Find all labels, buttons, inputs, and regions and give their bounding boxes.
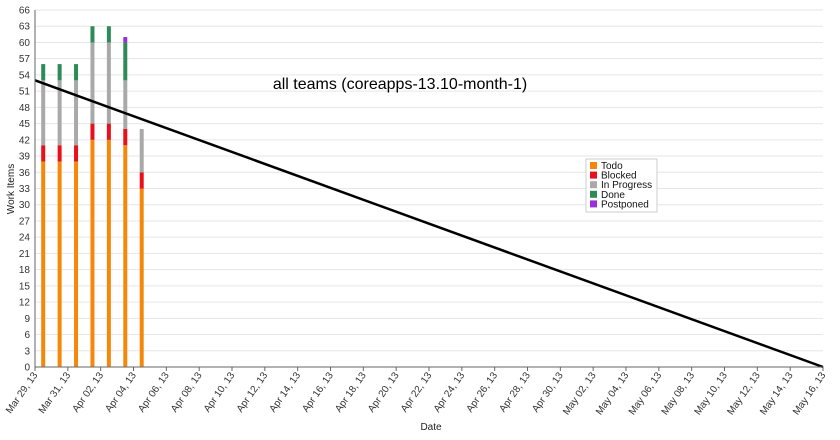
bar-segment-done xyxy=(90,26,95,43)
y-tick-label: 51 xyxy=(19,87,31,98)
x-tick-label: Apr 26, 13 xyxy=(465,370,501,414)
legend-label: Postponed xyxy=(601,199,649,210)
y-tick-label: 33 xyxy=(19,184,31,195)
bar-segment-in-progress xyxy=(74,80,79,146)
y-tick-label: 24 xyxy=(19,233,31,244)
y-tick-label: 54 xyxy=(19,70,31,81)
bar-segment-in-progress xyxy=(123,80,128,129)
y-tick-label: 45 xyxy=(19,119,31,130)
bar-segment-in-progress xyxy=(57,80,62,146)
bar-segment-todo xyxy=(123,145,128,367)
y-tick-label: 30 xyxy=(19,200,31,211)
y-tick-label: 36 xyxy=(19,168,31,179)
x-tick-label: May 16, 13 xyxy=(791,370,829,417)
y-tick-label: 57 xyxy=(19,54,31,65)
legend-swatch xyxy=(590,162,597,169)
x-tick-label: May 08, 13 xyxy=(660,370,698,417)
bar-segment-blocked xyxy=(106,123,111,140)
legend-swatch xyxy=(590,200,597,208)
chart-title: all teams (coreapps-13.10-month-1) xyxy=(273,76,527,93)
trend-line-group xyxy=(34,79,824,369)
x-tick-label: May 12, 13 xyxy=(725,370,763,417)
bar-segment-blocked xyxy=(90,123,95,140)
x-tick-label: Apr 04, 13 xyxy=(103,370,139,414)
y-tick-label: 48 xyxy=(19,103,31,114)
legend-label: Done xyxy=(601,190,625,201)
bar-segment-postponed xyxy=(123,37,128,43)
x-tick-label: Apr 14, 13 xyxy=(268,370,304,414)
bar-segment-blocked xyxy=(57,145,62,162)
x-tick-label: Mar 31, 13 xyxy=(37,370,74,416)
y-tick-label: 27 xyxy=(19,216,31,227)
x-tick-label: Apr 22, 13 xyxy=(399,370,435,414)
bar-segment-todo xyxy=(139,188,144,367)
bar-segment-in-progress xyxy=(106,42,111,124)
x-axis-title: Date xyxy=(420,422,442,433)
bar-segment-done xyxy=(123,42,128,81)
bar-segment-done xyxy=(41,64,46,81)
legend-swatch xyxy=(590,190,597,198)
bar-segment-done xyxy=(57,64,62,81)
x-tick-label: Apr 06, 13 xyxy=(136,370,172,414)
x-tick-label: Apr 02, 13 xyxy=(71,370,107,414)
y-tick-label: 39 xyxy=(19,152,31,163)
legend-box xyxy=(585,158,658,213)
bar-segment-todo xyxy=(41,161,46,367)
bar-segment-todo xyxy=(106,139,111,367)
y-tick-label: 63 xyxy=(19,22,31,33)
legend-label: Blocked xyxy=(601,171,637,182)
x-tick-label: May 10, 13 xyxy=(693,370,731,417)
legend-label: Todo xyxy=(601,161,623,172)
bar-segment-done xyxy=(74,64,79,81)
x-tick-label: May 02, 13 xyxy=(561,370,599,417)
y-tick-label: 42 xyxy=(19,135,31,146)
bar-segment-blocked xyxy=(123,129,128,146)
x-tick-label: Apr 10, 13 xyxy=(202,370,238,414)
y-tick-label: 12 xyxy=(19,298,31,309)
x-tick-label: Apr 30, 13 xyxy=(530,370,566,414)
y-tick-label: 9 xyxy=(24,314,30,325)
y-tick-label: 3 xyxy=(24,346,30,357)
x-tick-label: Apr 16, 13 xyxy=(300,370,336,414)
x-tick-label: Apr 24, 13 xyxy=(432,370,468,414)
x-tick-label: Apr 18, 13 xyxy=(333,370,369,414)
x-tick-label: May 06, 13 xyxy=(627,370,665,417)
bar-segment-todo xyxy=(74,161,79,367)
bar-segment-in-progress xyxy=(41,80,46,146)
trend-line xyxy=(34,79,824,369)
x-tick-label: Apr 12, 13 xyxy=(235,370,271,414)
y-tick-label: 0 xyxy=(24,363,30,374)
y-axis-title: Work Items xyxy=(6,164,17,214)
bar-segment-in-progress xyxy=(90,42,95,124)
x-tick-label: Apr 08, 13 xyxy=(169,370,205,414)
x-tick-label: May 04, 13 xyxy=(594,370,632,417)
bar-segment-blocked xyxy=(74,145,79,162)
y-tick-label: 21 xyxy=(19,249,31,260)
y-tick-label: 66 xyxy=(19,6,31,17)
bars xyxy=(41,26,144,367)
bar-segment-todo xyxy=(90,139,95,367)
bar-segment-in-progress xyxy=(139,129,144,173)
grid-lines xyxy=(35,9,823,368)
x-tick-label: Apr 28, 13 xyxy=(497,370,533,414)
y-tick-labels: 0369121518212427303336394245485154576063… xyxy=(19,6,31,374)
legend-label: In Progress xyxy=(601,180,652,191)
bar-segment-done xyxy=(106,26,111,43)
x-tick-label: Mar 29, 13 xyxy=(4,370,41,416)
x-tick-label: Apr 20, 13 xyxy=(366,370,402,414)
y-tick-label: 18 xyxy=(19,265,31,276)
legend-swatch xyxy=(590,181,597,189)
y-tick-label: 15 xyxy=(19,281,31,292)
y-tick-label: 6 xyxy=(24,330,30,341)
legend-swatch xyxy=(590,171,597,179)
y-tick-label: 60 xyxy=(19,38,31,49)
bar-segment-todo xyxy=(57,161,62,367)
x-tick-label: May 14, 13 xyxy=(758,370,796,417)
bar-segment-blocked xyxy=(139,172,144,189)
bar-segment-blocked xyxy=(41,145,46,162)
